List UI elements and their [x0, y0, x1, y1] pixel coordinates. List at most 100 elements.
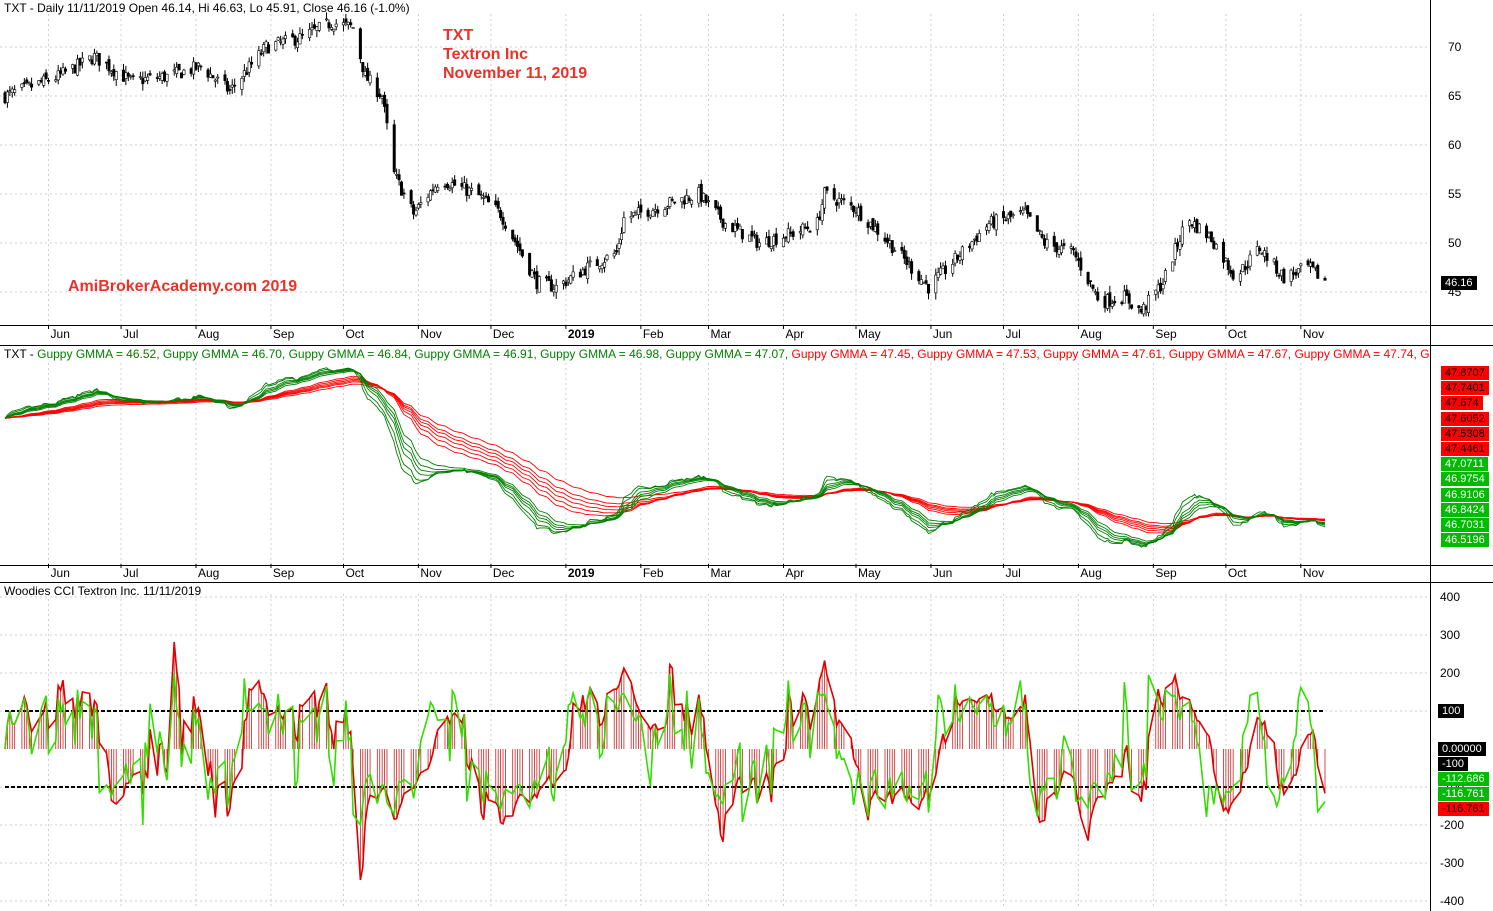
cci-green-badge: -112.686 — [1438, 772, 1489, 786]
price-candle-body — [704, 194, 708, 204]
price-candle-body — [312, 24, 316, 29]
price-candle-body — [806, 226, 810, 230]
price-candle-body — [20, 83, 24, 88]
price-candle-body — [71, 64, 75, 69]
price-candle-body — [175, 67, 179, 74]
price-candle-body — [465, 183, 469, 196]
price-candle-body — [310, 27, 314, 31]
y-tick-label: 60 — [1448, 138, 1462, 152]
price-candle-body — [815, 217, 819, 231]
price-candle-body — [216, 76, 220, 79]
price-candle-body — [530, 270, 534, 278]
price-candle-body — [612, 253, 616, 257]
price-candle-body — [470, 187, 474, 191]
price-candle-body — [808, 231, 812, 233]
price-candle-body — [308, 29, 312, 38]
price-candle-body — [419, 202, 423, 205]
price-candle-body — [885, 237, 889, 243]
price-candle-body — [479, 194, 483, 196]
price-candle-body — [518, 243, 522, 252]
price-candle-body — [1159, 282, 1163, 292]
price-candle-body — [532, 271, 536, 275]
x-tick-label: Oct — [1228, 327, 1247, 341]
price-candle-body — [76, 58, 80, 76]
price-candle-body — [383, 94, 387, 107]
x-tick-label: Oct — [345, 327, 364, 341]
price-candle-body — [665, 206, 669, 209]
price-candle-body — [59, 70, 63, 74]
price-candle-body — [291, 33, 295, 38]
cci-y-tick: -200 — [1440, 818, 1464, 832]
price-candle-body — [112, 69, 116, 77]
price-candle-body — [1316, 265, 1320, 279]
price-candle-body — [1212, 240, 1216, 249]
price-candle-body — [1045, 239, 1049, 249]
price-candle-body — [733, 224, 737, 232]
price-candle-body — [910, 261, 914, 274]
price-candle-body — [107, 59, 111, 72]
gmma-header-item: Guppy GMMA = 47.61, — [1039, 347, 1166, 361]
price-candle-body — [772, 236, 776, 246]
price-candle-body — [1279, 269, 1283, 277]
price-candle-body — [92, 53, 96, 65]
price-candle-body — [939, 267, 943, 275]
price-candle-body — [5, 91, 9, 103]
price-candle-body — [985, 226, 989, 231]
price-candle-body — [61, 67, 65, 75]
gmma-value-badge: 47.8707 — [1441, 366, 1489, 380]
gmma-header-prefix: TXT - — [4, 347, 38, 361]
price-candle-body — [63, 68, 67, 72]
price-candle-body — [412, 204, 416, 215]
price-candle-body — [1205, 225, 1209, 239]
price-candle-body — [668, 197, 672, 207]
price-candle-body — [148, 73, 152, 76]
price-candle-body — [1258, 247, 1262, 252]
price-candle-body — [155, 77, 159, 79]
x-tick-label: Jul — [123, 566, 138, 580]
price-candle-body — [842, 198, 846, 201]
price-candle-body — [431, 189, 435, 192]
price-candle-body — [206, 69, 210, 78]
price-candle-body — [1294, 272, 1298, 276]
price-candle-body — [298, 33, 302, 45]
gmma-header-item: Guppy GMMA = 46.98, — [536, 347, 663, 361]
price-candle-body — [1105, 294, 1109, 309]
gmma-line — [4, 383, 1326, 525]
price-candle-body — [1311, 261, 1315, 268]
price-candle-body — [1306, 260, 1310, 266]
price-candle-body — [482, 197, 486, 199]
price-candle-body — [1052, 235, 1056, 247]
price-candle-body — [13, 89, 17, 93]
price-panel-header: TXT - Daily 11/11/2019 Open 46.14, Hi 46… — [4, 1, 410, 15]
price-candle-body — [1057, 249, 1061, 255]
price-candle-body — [1277, 274, 1281, 277]
gmma-header-item: Guppy GMMA = 47.07, — [662, 347, 789, 361]
price-candle-body — [138, 76, 142, 79]
price-candle-body — [723, 223, 727, 229]
price-candle-body — [1229, 270, 1233, 274]
price-candle-body — [366, 67, 370, 81]
price-candle-body — [1197, 223, 1201, 234]
price-candle-body — [443, 185, 447, 188]
x-tick-label: Mar — [711, 327, 732, 341]
price-candle-body — [1313, 266, 1317, 269]
price-candle-body — [873, 226, 877, 232]
price-candle-body — [259, 52, 263, 55]
price-candle-body — [803, 226, 807, 229]
price-candle-body — [1272, 258, 1276, 263]
price-candle-body — [907, 261, 911, 264]
price-candle-body — [752, 233, 756, 236]
x-tick-label: Jun — [933, 566, 952, 580]
price-candle-body — [716, 206, 720, 210]
price-candle-body — [600, 265, 604, 270]
last-price-badge: 46.16 — [1441, 276, 1477, 290]
price-candle-body — [341, 22, 345, 26]
gmma-value-badge: 46.8424 — [1441, 502, 1489, 517]
x-tick-label: Jun — [51, 566, 70, 580]
gmma-header-item: Guppy GMMA = 46.70, — [159, 347, 286, 361]
price-candle-body — [1188, 220, 1192, 227]
price-candle-body — [919, 279, 923, 285]
price-candle-body — [893, 250, 897, 252]
price-candle-body — [426, 197, 430, 203]
price-candle-body — [765, 237, 769, 245]
